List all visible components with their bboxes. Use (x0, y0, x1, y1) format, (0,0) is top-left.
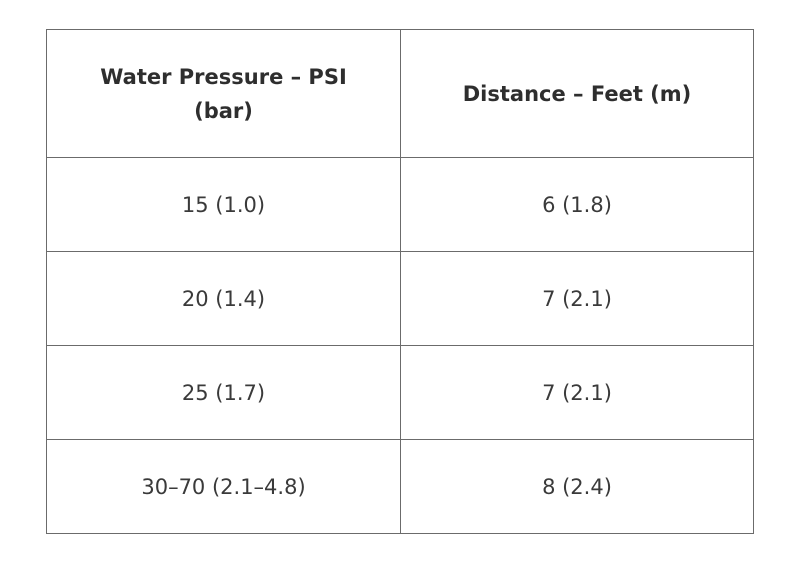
table-cell: 7 (2.1) (400, 251, 754, 346)
header-text: Water Pressure – PSI (bar) (100, 64, 347, 123)
table-cell: 15 (1.0) (46, 157, 401, 252)
table-row: 25 (1.7) 7 (2.1) (46, 345, 754, 440)
table-body: 15 (1.0) 6 (1.8) 20 (1.4) 7 (2.1) 25 (1.7) 7 … (46, 157, 754, 534)
table-row: 20 (1.4) 7 (2.1) (46, 251, 754, 346)
table-cell: 8 (2.4) (400, 439, 754, 534)
table-cell: 6 (1.8) (400, 157, 754, 252)
header-cell: Water Pressure – PSI (bar) (46, 29, 401, 158)
data-table: Water Pressure – PSI (bar) Distance – Fe… (46, 29, 754, 534)
table-cell: 20 (1.4) (46, 251, 401, 346)
header-text: Distance – Feet (m) (462, 81, 692, 106)
header-cell: Distance – Feet (m) (400, 29, 754, 158)
table-row: 15 (1.0) 6 (1.8) (46, 157, 754, 252)
header-row: Water Pressure – PSI (bar) Distance – Fe… (46, 29, 754, 158)
table-cell: 25 (1.7) (46, 345, 401, 440)
table-cell: 30–70 (2.1–4.8) (46, 439, 401, 534)
table-row: 30–70 (2.1–4.8) 8 (2.4) (46, 439, 754, 534)
table-cell: 7 (2.1) (400, 345, 754, 440)
